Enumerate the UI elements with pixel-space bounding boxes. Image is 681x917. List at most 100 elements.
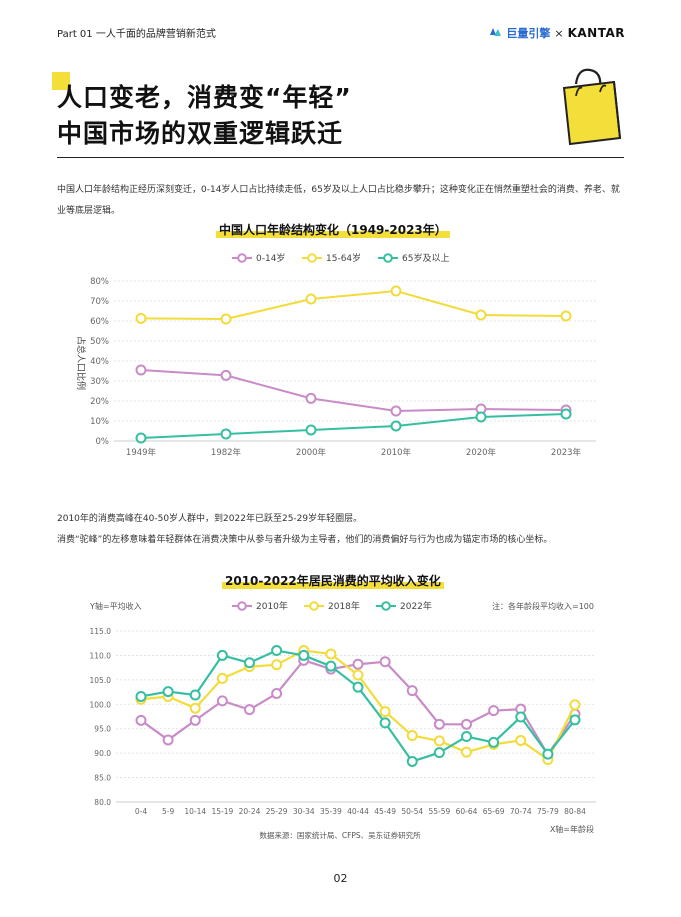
data-point (189, 702, 201, 714)
y-tick-label: 80% (90, 277, 109, 287)
series-line (140, 369, 567, 412)
section-header: Part 01 一人千面的品牌营销新范式 (57, 29, 216, 40)
data-point (305, 293, 317, 305)
data-point (135, 690, 147, 702)
y-tick-label: 85.0 (94, 774, 111, 783)
x-tick-label: 50-54 (401, 807, 423, 816)
y-tick-label: 0% (96, 437, 110, 447)
chart2-note: 注：各年龄段平均收入=100 (492, 601, 594, 611)
y-tick-label: 100.0 (90, 700, 112, 709)
data-point (488, 736, 500, 748)
y-tick-label: 90.0 (94, 749, 111, 758)
x-tick-label: 30-34 (293, 807, 315, 816)
x-tick-label: 2023年 (551, 447, 582, 458)
series-line (140, 290, 567, 320)
data-point (352, 681, 364, 693)
logo-separator: × (554, 26, 564, 40)
data-point (560, 310, 572, 322)
title-accent-square (52, 72, 70, 90)
y-tick-label: 80.0 (94, 798, 111, 807)
y-tick-label: 70% (90, 297, 109, 307)
chart2-y-axis-label: Y轴=平均收入 (89, 601, 142, 611)
x-tick-label: 1949年 (126, 447, 157, 458)
y-tick-label: 105.0 (90, 676, 112, 685)
legend-label-65plus: 65岁及以上 (402, 252, 449, 264)
chart1-gridlines (114, 280, 596, 442)
chart1-legend: 0-14岁 15-64岁 65岁及以上 (232, 252, 449, 264)
chart2-series (135, 645, 581, 767)
y-tick-label: 20% (90, 397, 109, 407)
x-tick-label: 2000年 (296, 447, 327, 458)
data-point (569, 699, 581, 711)
data-point (135, 312, 147, 324)
chart2-legend: 2010年 2018年 2022年 (232, 600, 432, 612)
legend-label-2018: 2018年 (328, 600, 360, 612)
data-point (406, 755, 418, 767)
chart2-y-ticks: 80.0 85.0 90.0 95.0 100.0 105.0 110.0 115.0 (90, 627, 112, 807)
x-tick-label: 35-39 (320, 807, 342, 816)
y-tick-label: 50% (90, 337, 109, 347)
legend-label-0-14: 0-14岁 (256, 252, 285, 264)
legend-label-2010: 2010年 (256, 600, 288, 612)
legend-item-15-64: 15-64岁 (302, 252, 361, 264)
data-point (271, 688, 283, 700)
data-point (216, 649, 228, 661)
x-tick-label: 75-79 (537, 807, 559, 816)
data-point (352, 658, 364, 670)
data-point (220, 428, 232, 440)
data-point (325, 660, 337, 672)
chart1-y-ticks: 0% 10% 20% 30% 40% 50% 60% 70% 80% (90, 277, 109, 447)
shopping-bag-icon (556, 66, 624, 150)
y-tick-label: 60% (90, 317, 109, 327)
data-point (461, 718, 472, 730)
data-point (461, 746, 472, 758)
legend-label-15-64: 15-64岁 (326, 252, 361, 264)
data-point (271, 645, 283, 657)
data-point (488, 705, 500, 717)
ocean-engine-logo-text: 巨量引擎 (506, 27, 551, 40)
chart1-x-ticks: 1949年 1982年 2000年 2010年 2020年 2023年 (126, 447, 582, 458)
brand-logos: 巨量引擎 × KANTAR (489, 25, 625, 41)
data-point (475, 309, 487, 321)
chart2-source: 数据来源：国家统计局、CFPS、吴东证券研究所 (259, 830, 421, 840)
data-point (560, 408, 572, 420)
data-point (390, 285, 402, 297)
data-point (244, 704, 255, 716)
data-point (189, 689, 201, 701)
chart1-y-axis-label: 占总人口比例 (75, 336, 87, 390)
y-tick-label: 30% (90, 377, 109, 387)
x-tick-label: 70-74 (510, 807, 532, 816)
data-point (390, 405, 402, 417)
y-tick-label: 40% (90, 357, 109, 367)
page-title-line-1: 人口变老，消费变“年轻” (57, 83, 352, 112)
x-tick-label: 2020年 (466, 447, 497, 458)
chart2-x-axis-label: X轴=年龄段 (550, 824, 594, 834)
data-point (475, 411, 487, 423)
data-point (305, 392, 317, 404)
x-tick-label: 5-9 (162, 807, 174, 816)
y-tick-label: 115.0 (90, 627, 112, 636)
data-point (135, 364, 147, 376)
page-number: 02 (333, 872, 348, 885)
data-point (135, 432, 147, 444)
page-title-line-2: 中国市场的双重逻辑跃迁 (57, 119, 344, 148)
data-point (352, 669, 364, 681)
consumption-paragraph-line-2: 消费“驼峰”的左移意味着年轻群体在消费决策中从参与者升级为主导者，他们的消费偏好… (57, 535, 553, 545)
chart2-title: 2010-2022年居民消费的平均收入变化 (222, 572, 444, 589)
x-tick-label: 2010年 (381, 447, 412, 458)
data-point (433, 718, 445, 730)
legend-item-0-14: 0-14岁 (232, 252, 285, 264)
legend-label-2022: 2022年 (400, 600, 432, 612)
data-point (189, 714, 201, 726)
data-point (244, 657, 255, 669)
population-chart: 0-14岁 15-64岁 65岁及以上 0% 10% 20% 30% 40% 50% 60%… (75, 252, 596, 458)
data-point (162, 686, 174, 698)
data-point (569, 714, 581, 726)
income-chart: Y轴=平均收入 注：各年龄段平均收入=100 2010年 2018年 2022年… (89, 600, 596, 840)
chart1-title: 中国人口年龄结构变化（1949-2023年） (216, 221, 450, 238)
data-point (271, 659, 283, 671)
data-point (220, 369, 232, 381)
x-tick-label: 1982年 (211, 447, 242, 458)
legend-item-65plus: 65岁及以上 (378, 252, 449, 264)
data-point (461, 731, 472, 743)
